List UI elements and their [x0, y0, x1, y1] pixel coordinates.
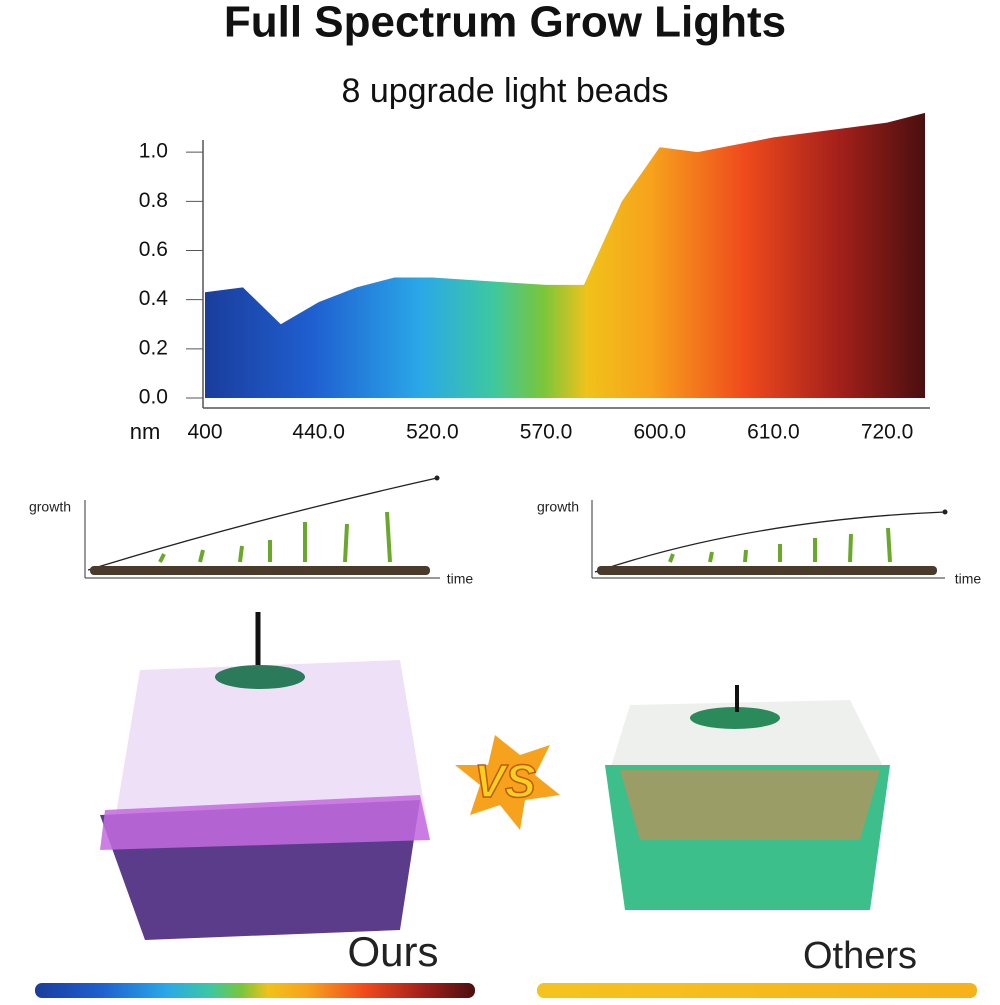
- subtitle: 8 upgrade light beads: [341, 72, 668, 110]
- y-tick-label: 0.4: [139, 287, 169, 310]
- x-tick-label: 600.0: [633, 421, 686, 444]
- ours-label: Ours: [347, 928, 438, 975]
- x-tick-label: 720.0: [861, 421, 914, 444]
- x-tick-label: 570.0: [520, 421, 573, 444]
- spectrum-area: [205, 112, 925, 398]
- y-tick-label: 0.2: [139, 336, 168, 359]
- growth-label: growth: [537, 499, 579, 515]
- ours-tray: [100, 612, 430, 940]
- x-tick-label: 610.0: [747, 421, 800, 444]
- title: Full Spectrum Grow Lights: [224, 0, 786, 47]
- x-tick-label: 520.0: [406, 421, 459, 444]
- y-tick-label: 0.6: [139, 238, 168, 261]
- others-tray: [605, 685, 890, 910]
- growth-ours: growth time: [29, 475, 474, 587]
- x-axis-label: nm: [130, 419, 161, 444]
- growth-others: growth time: [537, 499, 981, 587]
- x-tick-label: 400: [187, 421, 222, 444]
- vs-badge: VS: [455, 735, 560, 830]
- y-tick-label: 0.8: [139, 189, 168, 212]
- others-bar: [537, 983, 977, 998]
- x-tick-label: 440.0: [292, 421, 345, 444]
- time-label: time: [447, 571, 474, 587]
- y-tick-label: 1.0: [139, 140, 168, 163]
- ours-spectrum-bar: [35, 983, 475, 998]
- others-label: Others: [803, 935, 917, 977]
- y-tick-label: 0.0: [139, 386, 168, 409]
- time-label: time: [955, 571, 982, 587]
- growth-label: growth: [29, 499, 71, 515]
- vs-text: VS: [474, 755, 536, 807]
- spectrum-chart: 0.0 0.2 0.4 0.6 0.8 1.0 400 440.0 520.0 570.0 600.…: [139, 112, 925, 444]
